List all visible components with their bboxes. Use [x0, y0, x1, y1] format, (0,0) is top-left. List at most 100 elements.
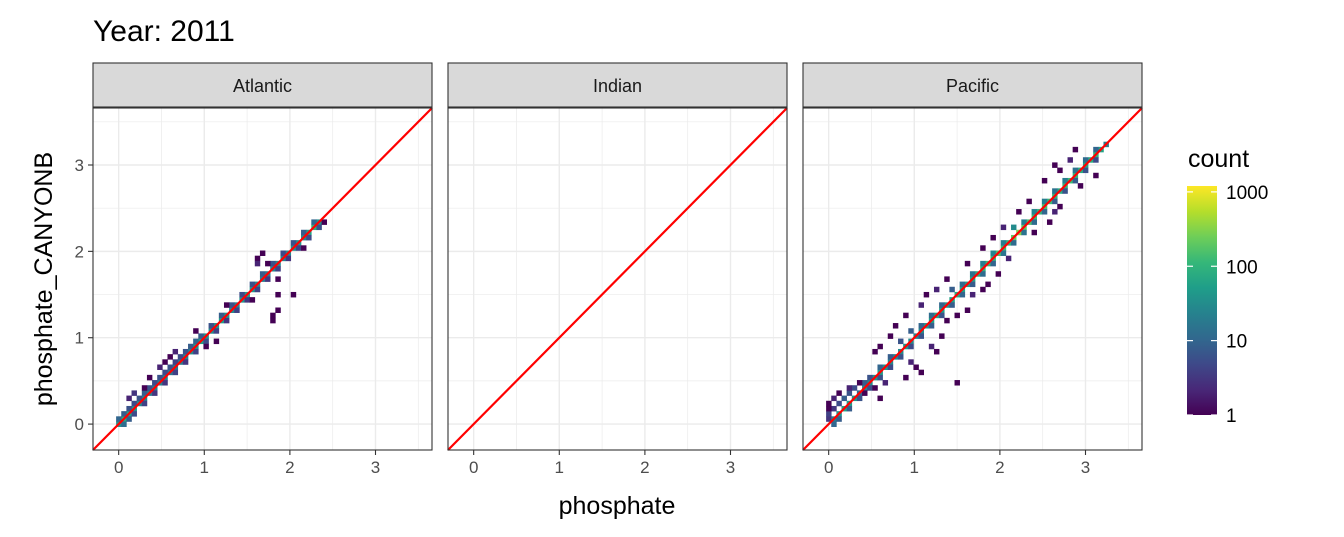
heatmap-bin: [1031, 219, 1038, 225]
heatmap-bin: [1052, 188, 1058, 194]
heatmap-bin: [131, 411, 137, 417]
heatmap-bin: [826, 416, 832, 422]
identity-line: [802, 107, 1143, 451]
heatmap-bin: [270, 312, 276, 319]
panel-border: [92, 107, 433, 451]
heatmap-bin: [141, 385, 148, 391]
colorbar-ticks: 1 10 100 1000: [1187, 183, 1268, 427]
heatmap-bin: [146, 385, 153, 391]
y-tick-label: 2: [75, 242, 84, 261]
heatmap-bin: [1005, 255, 1012, 262]
heatmap-bin: [1082, 157, 1089, 163]
heatmap-bin: [826, 405, 832, 412]
y-tick-label: 3: [75, 156, 84, 175]
heatmap-bin: [933, 348, 940, 355]
heatmap-bin: [898, 338, 904, 345]
x-tick-label: 0: [114, 458, 123, 477]
heatmap-bin: [969, 271, 976, 277]
heatmap-bin: [121, 421, 127, 427]
heatmap-bin: [208, 323, 215, 329]
heatmap-bin: [152, 390, 158, 396]
heatmap-bin: [172, 348, 179, 355]
heatmap-bin: [311, 219, 317, 225]
heatmap-bin: [1011, 224, 1017, 231]
heatmap-bin: [1000, 224, 1007, 231]
heatmap-bin: [877, 395, 883, 402]
heatmap-bin: [265, 276, 271, 282]
heatmap-bin: [1072, 167, 1079, 174]
x-tick-label: 3: [371, 458, 380, 477]
heatmap-bin: [980, 260, 986, 267]
facet-panel-pacific: Pacific 0 1 2 3: [802, 62, 1143, 477]
x-tick-label: 0: [469, 458, 478, 477]
heatmap-bin: [254, 286, 261, 293]
heatmap-bin: [908, 343, 914, 350]
heatmap-bin: [877, 343, 883, 350]
heatmap-bin: [321, 219, 328, 225]
heatmap-bin: [933, 286, 940, 293]
heatmap-bin: [182, 348, 189, 355]
heatmap-bin: [872, 348, 878, 355]
heatmap-bin: [290, 291, 297, 298]
x-tick-label: 3: [726, 458, 735, 477]
heatmap-bin: [887, 333, 894, 339]
heatmap-bin: [862, 390, 868, 396]
heatmap-bin: [1026, 198, 1032, 205]
heatmap-bin: [203, 343, 209, 350]
facet-panel-atlantic: Atlantic 0 1 2 3 0 1 2 3: [75, 62, 433, 477]
colorbar-tick-label: 1000: [1226, 183, 1268, 204]
heatmap-bin: [954, 312, 960, 319]
colorbar: [1187, 186, 1217, 415]
heatmap-bin: [939, 302, 945, 308]
heatmap-bin: [198, 333, 204, 339]
heatmap-bin: [203, 338, 209, 345]
heatmap-bin: [923, 291, 930, 298]
heatmap-bin: [980, 286, 986, 293]
heatmap-bin: [928, 323, 935, 329]
x-tick-label: 2: [285, 458, 294, 477]
heatmap-bin: [162, 369, 168, 376]
heatmap-bin: [131, 400, 137, 407]
chart-title: Year: 2011: [93, 15, 235, 48]
x-tick-label: 2: [640, 458, 649, 477]
facet-strip-label: Pacific: [946, 76, 999, 96]
heatmap-bin: [831, 395, 837, 402]
heatmap-bin: [856, 395, 863, 402]
heatmap-bin: [188, 343, 194, 350]
heatmap-bin: [964, 307, 971, 313]
facet-panels: Atlantic 0 1 2 3 0 1 2 3 Indian 0 1 2 3 Pacific 0 1 2 3: [75, 62, 1143, 477]
heatmap-bin: [1093, 157, 1099, 163]
heatmap-bin: [234, 307, 240, 313]
heatmap-bin: [1052, 162, 1058, 168]
x-tick-label: 0: [824, 458, 833, 477]
heatmap-bin: [969, 281, 976, 288]
heatmap-bin: [213, 338, 220, 345]
heatmap-bin: [259, 271, 266, 277]
heatmap-bin: [162, 380, 168, 386]
heatmap-bin: [1072, 177, 1079, 184]
facet-strip-label: Atlantic: [233, 76, 292, 96]
heatmap-bin: [275, 307, 281, 313]
heatmap-bin: [836, 416, 842, 422]
heatmap-bin: [259, 250, 266, 256]
heatmap-bin: [990, 250, 996, 256]
legend-title: count: [1188, 145, 1249, 173]
heatmap-bin: [867, 374, 873, 381]
heatmap-bin: [223, 317, 230, 324]
heatmap-bin: [887, 354, 894, 360]
heatmap-bin: [1000, 240, 1007, 246]
heatmap-bin: [949, 302, 955, 308]
facet-strip: [447, 62, 788, 108]
heatmap-bin: [295, 245, 302, 251]
heatmap-bin: [172, 369, 179, 376]
heatmap-bin: [301, 245, 307, 251]
heatmap-bin: [841, 395, 847, 402]
heatmap-bin: [1041, 198, 1048, 205]
heatmap-bin: [280, 250, 286, 256]
facet-strip: [92, 62, 433, 108]
heatmap-bin: [836, 390, 842, 396]
heatmap-bin: [275, 266, 281, 272]
heatmap-bin: [1077, 183, 1084, 189]
heatmap-bin: [141, 400, 148, 407]
heatmap-bin: [162, 359, 168, 365]
